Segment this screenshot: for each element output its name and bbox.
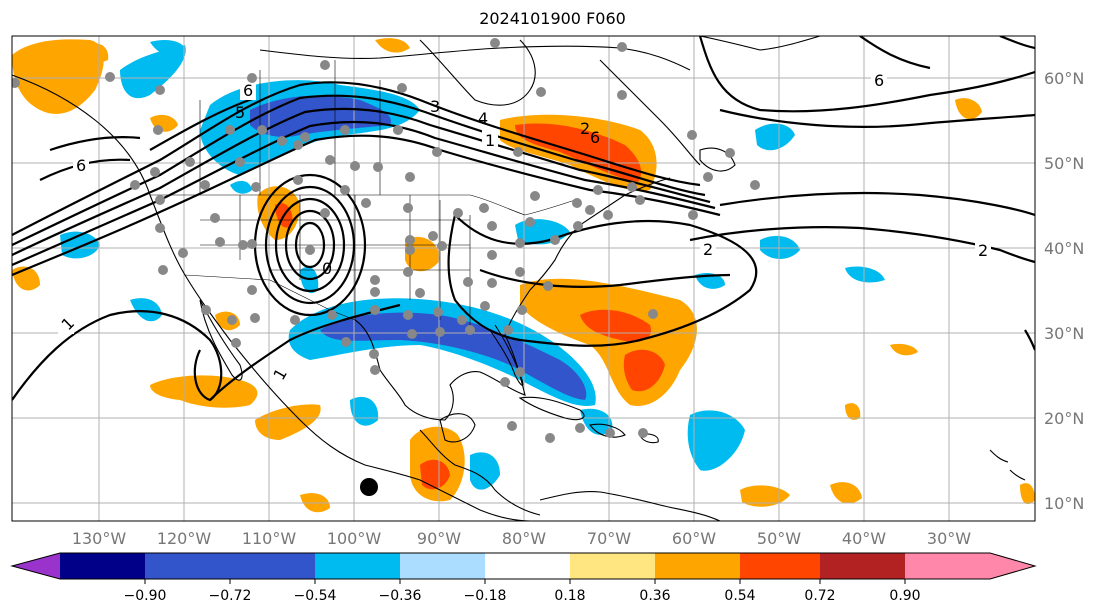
blue-patch <box>845 266 885 283</box>
colorbar-segment <box>60 553 145 579</box>
blue-patch <box>755 123 795 151</box>
orange-patch <box>830 482 862 504</box>
contour-label: 2 <box>703 240 713 259</box>
map-frame <box>11 35 1036 522</box>
contour-label: 5 <box>235 103 245 122</box>
lon-tick-label: 50°W <box>757 529 801 548</box>
lon-tick-label: 60°W <box>672 529 716 548</box>
contour-labels: 6 6 5 4 3 1 6 6 2 2 0 1 1 2 <box>58 70 991 385</box>
blue-patch <box>150 40 185 55</box>
colorbar-segment <box>820 553 905 579</box>
lon-tick-label: 30°W <box>927 529 971 548</box>
contour-label: 6 <box>874 71 884 90</box>
contour-label: 4 <box>478 109 488 128</box>
red-patch <box>580 309 651 342</box>
colorbar-tick-label: 0.54 <box>724 588 755 604</box>
lon-tick-label: 90°W <box>417 529 461 548</box>
orange-patch <box>255 404 321 440</box>
dark-blue-patch <box>320 312 587 400</box>
lat-tick-label: 10°N <box>1044 494 1084 513</box>
red-patch <box>623 349 665 392</box>
colorbar-tick-label: 0.90 <box>889 588 920 604</box>
colorbar-segment-gt-090 <box>990 553 1035 579</box>
lon-tick-labels: 130°W 120°W 110°W 100°W 90°W 80°W 70°W 6… <box>72 529 971 548</box>
map-area: 6 6 5 4 3 1 6 6 2 2 0 1 1 2 <box>12 36 1035 521</box>
colorbar-segment <box>230 553 315 579</box>
colorbar-tick-label: −0.90 <box>124 588 167 604</box>
lon-tick-label: 100°W <box>327 529 382 548</box>
colorbar-segment <box>400 553 485 579</box>
colorbar-segment-lt-neg-090 <box>12 553 60 579</box>
orange-patch <box>12 39 104 114</box>
contour-label: 6 <box>590 128 600 147</box>
blue-patch <box>760 235 800 259</box>
colorbar: −0.90 −0.72 −0.54 −0.36 −0.18 0.18 0.36 … <box>10 552 1037 604</box>
blue-patch <box>130 298 162 322</box>
colorbar-tick-label: −0.18 <box>464 588 507 604</box>
orange-patch <box>405 236 440 272</box>
colorbar-segment <box>905 553 990 579</box>
blue-patch <box>230 180 252 194</box>
colorbar-segment <box>145 553 230 579</box>
orange-patch <box>845 403 861 420</box>
colorbar-tick-label: −0.72 <box>209 588 252 604</box>
colorbar-tick-label: −0.54 <box>294 588 337 604</box>
lat-tick-label: 20°N <box>1044 409 1084 428</box>
contour-label: 1 <box>485 131 495 150</box>
orange-patch <box>150 375 258 408</box>
dark-blue-patch <box>250 95 391 137</box>
colorbar-segment <box>740 553 820 579</box>
graticule <box>12 36 1035 521</box>
lon-tick-label: 130°W <box>72 529 127 548</box>
lat-tick-label: 60°N <box>1044 69 1084 88</box>
orange-patch <box>955 98 982 120</box>
contour-label: 3 <box>430 97 440 116</box>
lon-tick-label: 80°W <box>502 529 546 548</box>
lon-tick-label: 110°W <box>242 529 297 548</box>
contour-label: 0 <box>322 259 332 278</box>
colorbar-outline <box>10 552 1037 580</box>
colorbar-segment <box>485 553 570 579</box>
colorbar-segment <box>655 553 740 579</box>
red-patch <box>420 459 450 490</box>
lat-tick-labels: 60°N 50°N 40°N 30°N 20°N 10°N <box>1044 69 1084 513</box>
blue-patch <box>470 452 500 490</box>
contour-label: 6 <box>243 81 253 100</box>
contour-label: 2 <box>580 119 590 138</box>
lon-tick-label: 70°W <box>587 529 631 548</box>
lat-tick-label: 40°N <box>1044 239 1084 258</box>
map-title: 2024101900 F060 <box>479 9 626 28</box>
large-black-dot <box>360 478 378 496</box>
colorbar-segment <box>315 553 400 579</box>
colorbar-segment <box>570 553 655 579</box>
colorbar-tick-label: 0.36 <box>639 588 670 604</box>
orange-patch <box>740 485 790 507</box>
colorbar-tick-label: 0.18 <box>554 588 585 604</box>
station-dots <box>12 38 760 443</box>
colorbar-tick-label: 0.72 <box>804 588 835 604</box>
contour-label: 6 <box>76 156 86 175</box>
orange-patch <box>1020 483 1035 505</box>
orange-patch <box>890 343 918 356</box>
contour-label: 2 <box>978 241 988 260</box>
blue-patch <box>350 396 379 426</box>
orange-patch <box>375 38 410 53</box>
lat-tick-label: 50°N <box>1044 154 1084 173</box>
colorbar-ticks <box>144 579 906 584</box>
lon-tick-label: 120°W <box>157 529 212 548</box>
blue-patch <box>687 410 745 471</box>
blue-patch <box>120 45 186 99</box>
colorbar-tick-label: −0.36 <box>379 588 422 604</box>
lat-tick-label: 30°N <box>1044 324 1084 343</box>
lon-tick-label: 40°W <box>842 529 886 548</box>
blue-patch <box>580 408 613 435</box>
